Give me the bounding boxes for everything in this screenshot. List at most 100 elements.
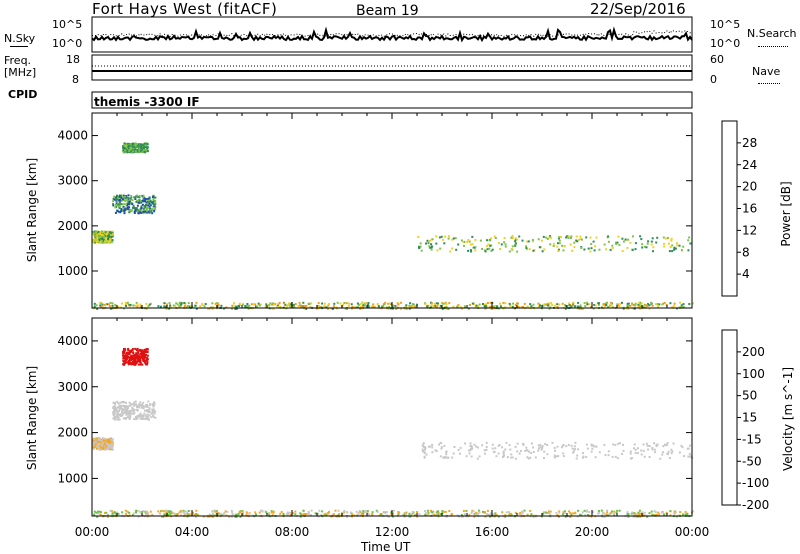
echo-cell [473,443,476,446]
echo-cell [133,358,136,360]
echo-cell [121,401,124,403]
echo-cell [565,305,568,307]
echo-cell [217,512,220,515]
echo-cell [636,447,639,450]
echo-cell [537,305,540,308]
echo-cell [453,446,456,448]
station-title: Fort Hays West (fitACF) [92,0,278,18]
echo-cell [581,511,584,514]
echo-cell [162,515,165,518]
echo-cell [294,303,297,305]
echo-cell [109,442,112,445]
echo-cell [287,511,289,514]
echo-cell [112,203,115,206]
echo-cell [648,304,651,307]
echo-cell [683,455,685,458]
echo-cell [307,513,310,516]
echo-cell [235,307,238,310]
echo-cell [410,305,413,308]
echo-cell [147,409,150,412]
echo-cell [317,302,320,305]
echo-cell [473,513,476,516]
echo-cell [567,235,570,238]
echo-cell [169,512,172,515]
echo-cell [234,516,237,518]
echo-cell [318,509,321,512]
echo-cell [613,514,616,517]
echo-cell [651,448,654,451]
echo-cell [126,208,129,210]
echo-cell [118,407,121,410]
echo-cell [637,303,640,306]
echo-cell [92,447,95,450]
echo-cell [102,230,105,233]
echo-cell [107,441,110,444]
echo-cell [96,515,99,518]
echo-cell [367,302,370,304]
echo-cell [521,510,524,513]
echo-cell [439,247,442,250]
echo-cell [511,456,514,459]
echo-cell [504,306,507,309]
echo-cell [153,411,156,414]
echo-cell [400,307,402,310]
echo-cell [289,304,291,307]
echo-cell [460,239,463,242]
echo-cell [659,457,662,460]
echo-cell [403,515,406,518]
echo-cell [444,235,447,238]
echo-cell [634,452,637,454]
echo-cell [445,307,448,310]
echo-cell [134,362,137,365]
echo-cell [146,406,149,408]
echo-cell [113,414,116,417]
echo-cell [485,441,488,444]
echo-cell [680,444,683,447]
echo-cell [111,304,114,307]
echo-cell [139,404,141,406]
echo-cell [630,512,633,515]
echo-cell [134,347,137,350]
colorbar-tick-label: 4 [742,267,750,281]
echo-cell [485,513,488,516]
echo-cell [117,402,120,405]
echo-cell [613,512,615,515]
echo-cell [137,355,140,358]
echo-cell [357,511,360,514]
echo-cell [149,302,152,305]
echo-cell [667,450,670,453]
echo-cell [140,147,143,150]
echo-cell [135,200,138,203]
echo-cell [195,307,198,310]
echo-cell [148,211,151,214]
echo-cell [669,510,672,513]
echo-cell [621,250,624,253]
echo-cell [327,304,330,307]
echo-cell [468,240,471,243]
echo-cell [134,356,137,359]
echo-cell [443,242,446,245]
echo-cell [96,240,99,243]
echo-cell [469,447,472,450]
echo-cell [557,455,560,457]
echo-cell [638,306,640,309]
echo-cell [132,403,135,405]
echo-cell [613,510,616,513]
echo-cell [255,513,257,516]
echo-cell [689,242,692,245]
echo-cell [487,243,490,246]
echo-cell [580,238,583,241]
echo-cell [626,511,629,514]
echo-cell [668,457,671,459]
echo-cell [606,511,608,514]
echo-cell [416,515,419,518]
echo-cell [578,307,581,310]
echo-cell [646,444,649,447]
echo-cell [122,350,125,353]
echo-cell [106,514,109,517]
echo-cell [483,449,486,452]
echo-cell [552,245,555,247]
echo-cell [477,513,479,516]
echo-cell [432,305,435,308]
echo-cell [147,210,150,213]
